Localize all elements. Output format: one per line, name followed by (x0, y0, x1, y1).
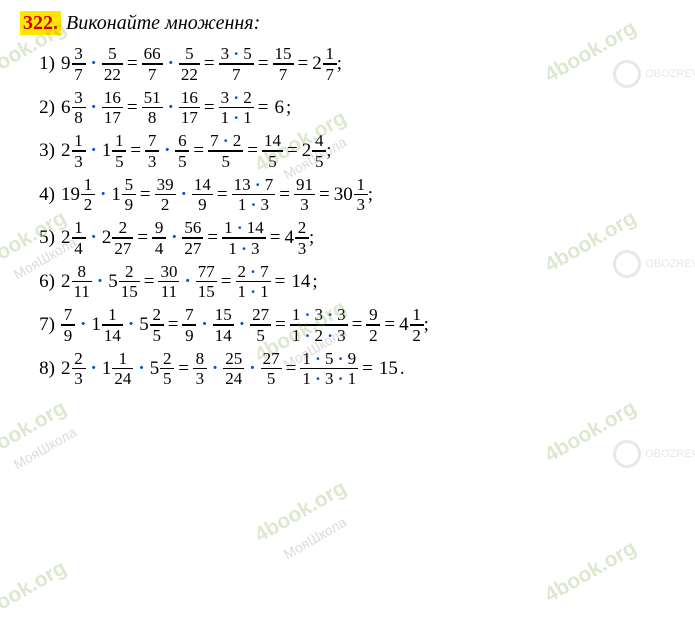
obo-watermark: OBOZREVATEL (613, 440, 695, 468)
equation-list: 1)937·522=667·522=3 · 57=157=217; 2)638·1… (20, 45, 675, 387)
watermark-gray: МояШкола (281, 514, 349, 563)
row-index: 1) (20, 54, 55, 73)
row-index: 2) (20, 98, 55, 117)
exercise-header: 322. Виконайте множення: (20, 12, 675, 35)
equation-row: 6)2811·5215=3011·7715=2 · 71 · 1=14; (20, 263, 675, 301)
watermark: 4book.org (251, 476, 351, 548)
equation-row: 4)1912·159=392·149=13 · 71 · 3=913=3013; (20, 176, 675, 214)
row-index: 4) (20, 185, 55, 204)
equation-row: 5)214·2227=94·5627=1 · 141 · 3=423; (20, 219, 675, 257)
equation-row: 8)223·1124·525=83·2524·275=1 · 5 · 91 · … (20, 350, 675, 388)
equation-row: 3)213·115=73·65=7 · 25=145=245; (20, 132, 675, 170)
exercise-title: Виконайте множення: (66, 12, 260, 34)
equation-row: 1)937·522=667·522=3 · 57=157=217; (20, 45, 675, 83)
row-index: 8) (20, 359, 55, 378)
row-index: 7) (20, 315, 55, 334)
row-index: 3) (20, 141, 55, 160)
watermark: 4book.org (0, 396, 71, 468)
watermark: 4book.org (0, 556, 71, 628)
exercise-number: 322. (20, 11, 61, 35)
row-index: 5) (20, 228, 55, 247)
row-index: 6) (20, 272, 55, 291)
watermark: 4book.org (541, 396, 641, 468)
watermark: 4book.org (541, 536, 641, 608)
equation-row: 7)79·1114·525=79·1514·275=1 · 3 · 31 · 2… (20, 306, 675, 344)
watermark-gray: МояШкола (11, 424, 79, 473)
equation-row: 2)638·1617=518·1617=3 · 21 · 1=6; (20, 89, 675, 127)
